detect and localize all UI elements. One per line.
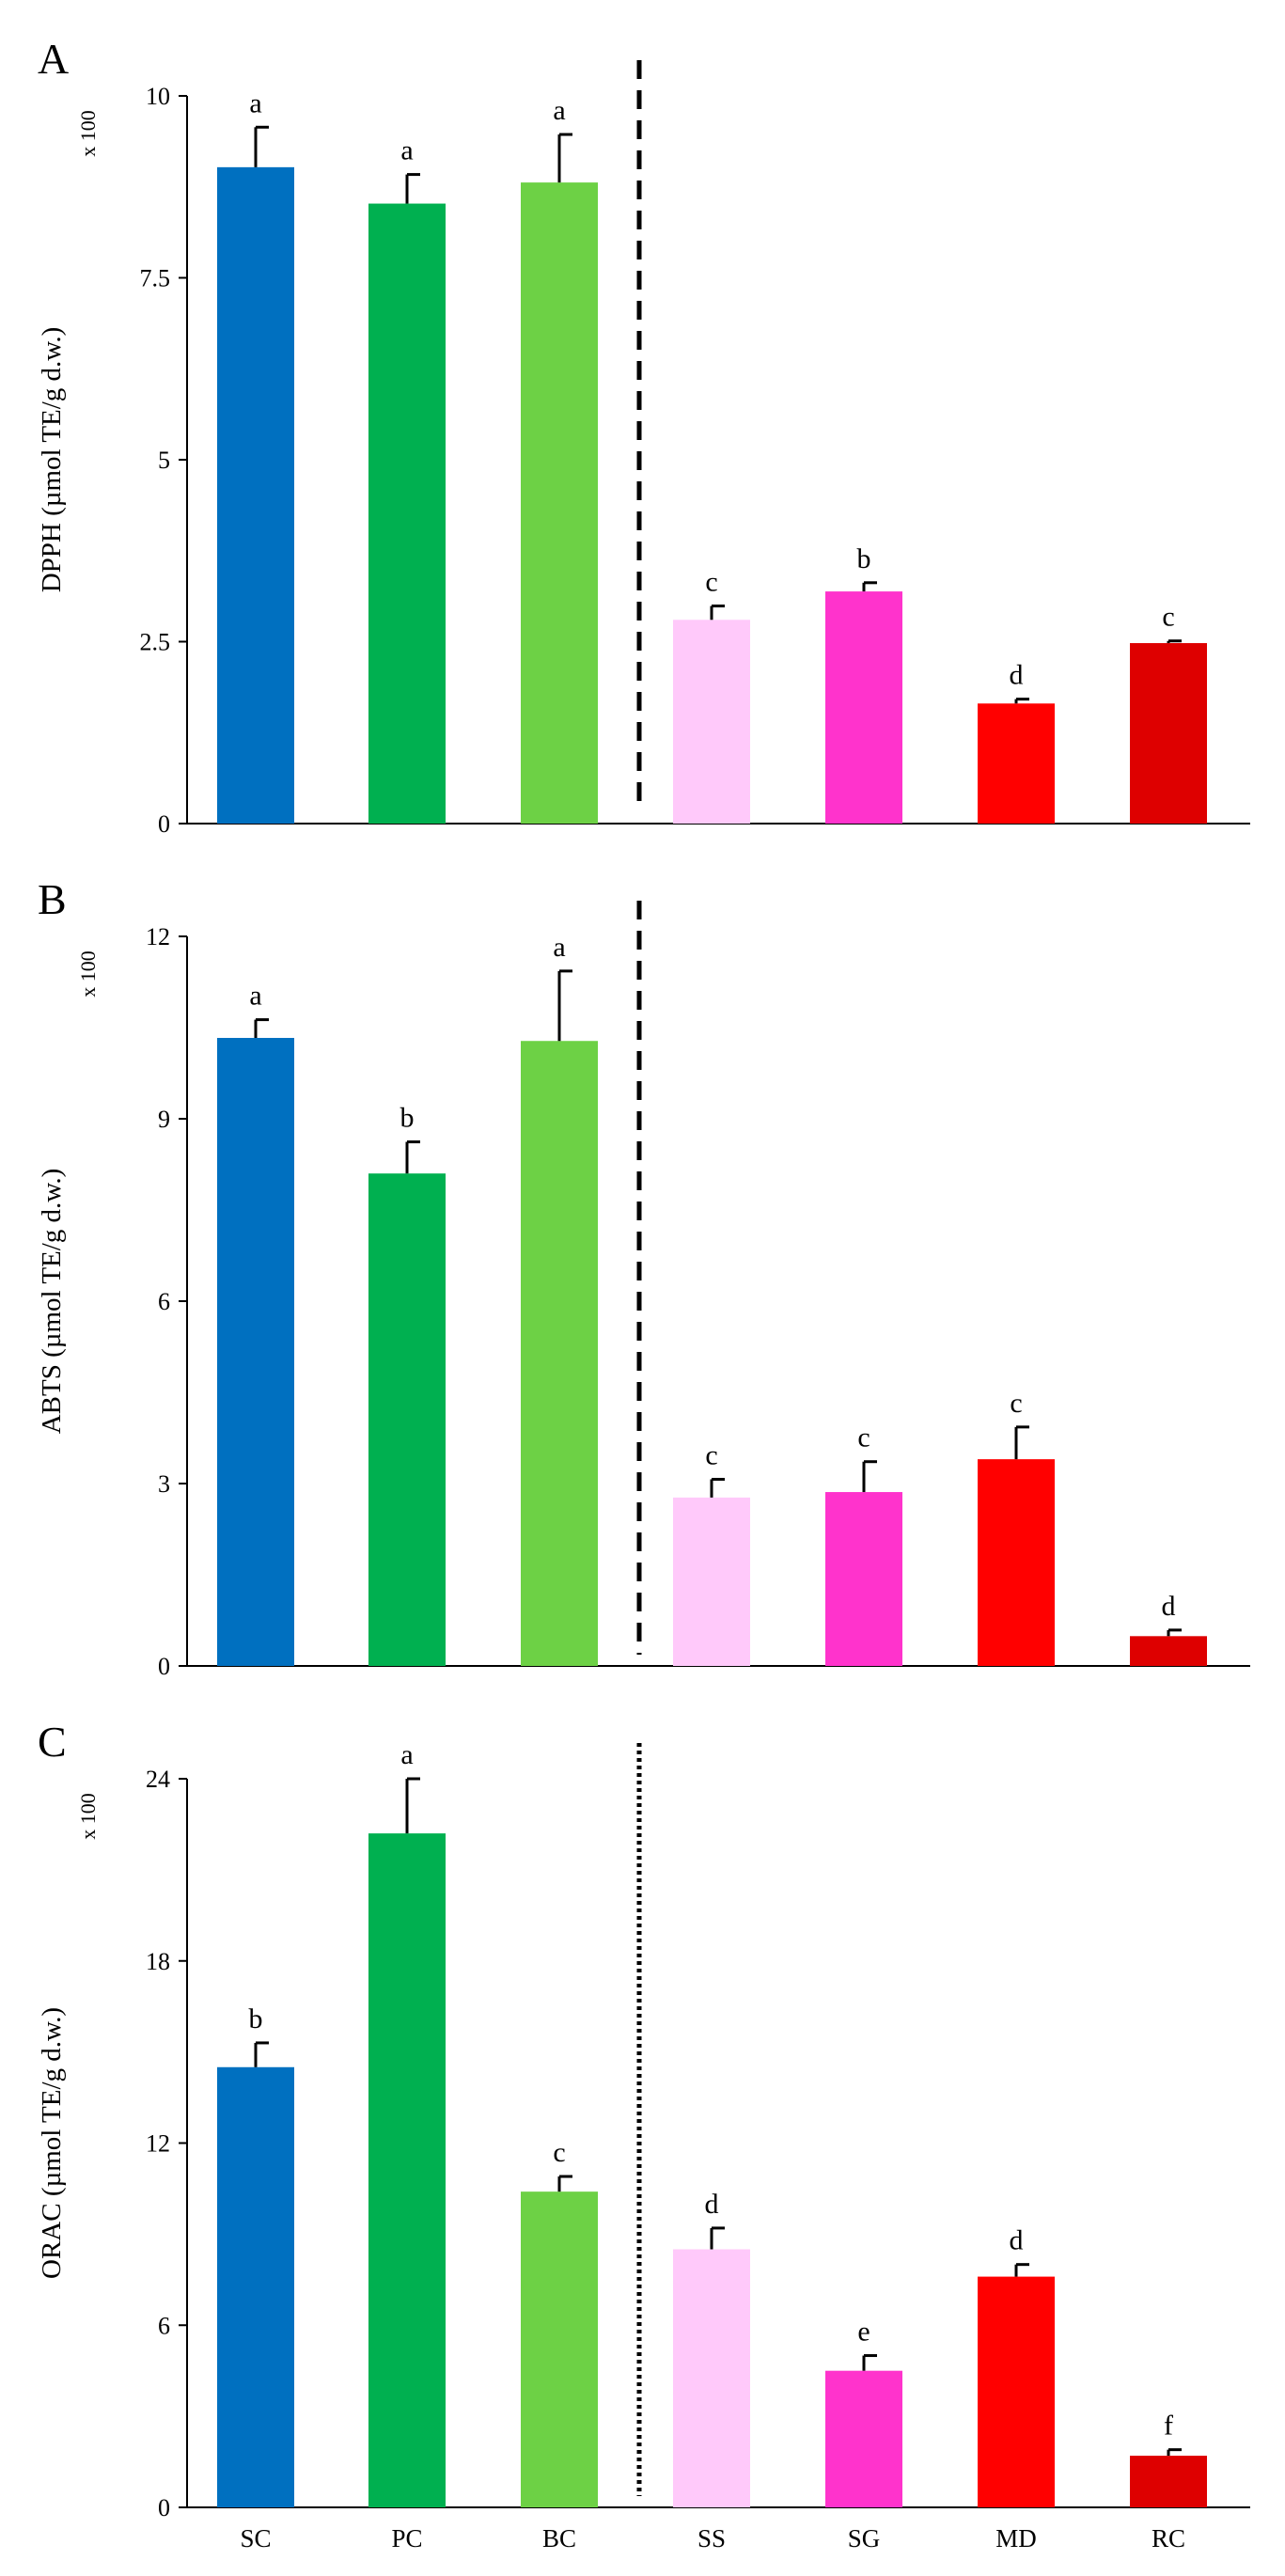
bar-ss (673, 1497, 750, 1666)
multiplier-label: x 100 (76, 950, 100, 997)
significance-letter: f (1164, 2411, 1173, 2442)
significance-letter: c (1162, 602, 1174, 633)
y-tick-label: 9 (158, 1106, 170, 1133)
bar-bc (521, 1041, 598, 1666)
significance-letter: d (705, 2189, 719, 2220)
y-tick-label: 24 (146, 1766, 170, 1793)
y-tick-label: 18 (146, 1948, 170, 1975)
significance-letter: c (1010, 1388, 1022, 1419)
panel-label: B (38, 875, 67, 923)
y-tick-label: 12 (146, 2130, 170, 2158)
bar-sg (825, 1492, 902, 1666)
panel-label: C (38, 1718, 67, 1766)
bar-sg (825, 591, 902, 824)
chart-panel-a: Ax 100 DPPH (µmol TE/g d.w.) 0 2.5 5 7.5 10 a a a… (37, 35, 1250, 838)
chart-panel-b: Bx 100 ABTS (µmol TE/g d.w.) 0 3 6 9 12 a b a c c c d (37, 875, 1250, 1680)
bar-md (978, 1459, 1055, 1666)
bar-bc (521, 2191, 598, 2507)
bar-bc (521, 182, 598, 824)
bar-ss (673, 620, 750, 824)
y-tick-label: 5 (158, 447, 170, 474)
significance-letter: c (553, 2137, 565, 2168)
x-tick-label: SC (240, 2524, 271, 2552)
bar-md (978, 703, 1055, 824)
significance-letter: c (705, 567, 717, 598)
bar-pc (368, 1833, 446, 2507)
x-tick-label: SS (697, 2524, 726, 2552)
significance-letter: a (400, 135, 413, 166)
bar-md (978, 2276, 1055, 2507)
x-tick-label: BC (542, 2524, 576, 2552)
significance-letter: a (400, 1739, 413, 1770)
bar-rc (1130, 2456, 1207, 2507)
bar-sc (217, 2066, 294, 2507)
y-axis-label: ABTS (µmol TE/g d.w.) (37, 1169, 67, 1435)
bar-pc (368, 203, 446, 824)
significance-letter: b (249, 2003, 263, 2034)
multiplier-label: x 100 (76, 1793, 100, 1840)
bar-sg (825, 2370, 902, 2507)
y-axis-label: ORAC (µmol TE/g d.w.) (37, 2007, 67, 2279)
significance-letter: b (857, 543, 871, 574)
bar-pc (368, 1173, 446, 1666)
significance-letter: a (553, 932, 565, 963)
y-tick-label: 12 (146, 923, 170, 950)
bar-sc (217, 166, 294, 825)
significance-letter: d (1010, 2225, 1024, 2256)
y-tick-label: 7.5 (140, 265, 171, 292)
significance-letter: b (400, 1103, 415, 1134)
y-axis-label: DPPH (µmol TE/g d.w.) (37, 327, 67, 593)
significance-letter: c (705, 1439, 717, 1470)
significance-letter: d (1010, 660, 1024, 691)
x-tick-label: RC (1152, 2524, 1185, 2552)
significance-letter: c (857, 1422, 870, 1453)
significance-letter: e (857, 2317, 870, 2348)
y-tick-label: 10 (146, 83, 170, 110)
y-tick-label: 0 (158, 810, 170, 838)
y-tick-label: 6 (158, 1288, 170, 1315)
multiplier-label: x 100 (76, 110, 100, 157)
panel-label: A (38, 35, 69, 83)
x-tick-label: PC (391, 2524, 422, 2552)
y-tick-label: 3 (158, 1470, 170, 1498)
bar-rc (1130, 1636, 1207, 1666)
x-tick-label: SG (848, 2524, 881, 2552)
y-tick-label: 0 (158, 2494, 170, 2521)
bar-sc (217, 1037, 294, 1666)
significance-letter: a (249, 981, 261, 1012)
significance-letter: a (249, 87, 261, 118)
chart-panel-c: Cx 100 ORAC (µmol TE/g d.w.) 0 6 12 18 24 b SC a P… (37, 1718, 1250, 2552)
x-tick-label: MD (995, 2524, 1037, 2552)
significance-letter: d (1162, 1591, 1176, 1622)
bar-ss (673, 2249, 750, 2507)
significance-letter: a (553, 95, 565, 126)
y-tick-label: 0 (158, 1653, 170, 1680)
y-tick-label: 6 (158, 2312, 170, 2339)
y-tick-label: 2.5 (140, 629, 171, 656)
bar-rc (1130, 643, 1207, 824)
